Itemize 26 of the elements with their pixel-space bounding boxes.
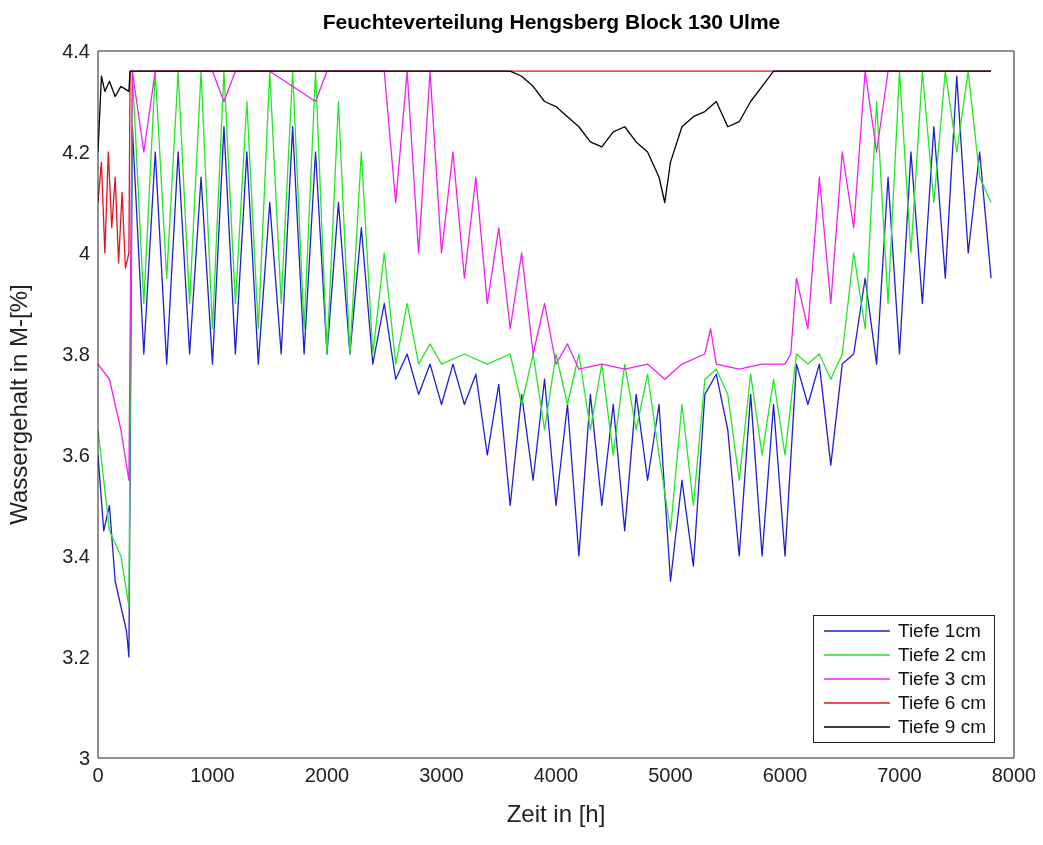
x-tick-label: 4000: [533, 764, 579, 787]
x-tick-label: 6000: [762, 764, 808, 787]
legend-label: Tiefe 3 cm: [898, 667, 986, 691]
y-tick-label: 4: [78, 242, 90, 265]
y-tick-label: 3.8: [62, 343, 90, 366]
y-tick-label: 3.2: [62, 646, 90, 669]
legend-label: Tiefe 1cm: [898, 619, 981, 643]
legend-label: Tiefe 9 cm: [898, 715, 986, 739]
x-tick-label: 1000: [190, 764, 235, 787]
x-tick-label: 0: [92, 764, 104, 787]
y-tick-label: 3.6: [62, 444, 90, 467]
y-tick-label: 4.2: [62, 141, 90, 164]
x-tick-label: 3000: [419, 764, 464, 787]
x-tick-label: 5000: [648, 764, 693, 787]
y-axis-title: Wassergehalt in M-[%]: [4, 284, 32, 525]
legend-label: Tiefe 2 cm: [898, 643, 986, 667]
line-series: [98, 70, 992, 204]
x-tick-label: 7000: [877, 764, 922, 787]
x-axis-title: Zeit in [h]: [506, 800, 606, 827]
y-tick-label: 3.4: [62, 545, 90, 568]
y-tick-label: 3: [78, 747, 90, 770]
x-tick-label: 2000: [304, 764, 350, 787]
x-tick-label: 8000: [991, 764, 1037, 787]
chart-title: Feuchteverteilung Hengsberg Block 130 Ulme: [321, 9, 782, 35]
legend-label: Tiefe 6 cm: [898, 691, 986, 715]
y-tick-label: 4.4: [62, 40, 90, 63]
